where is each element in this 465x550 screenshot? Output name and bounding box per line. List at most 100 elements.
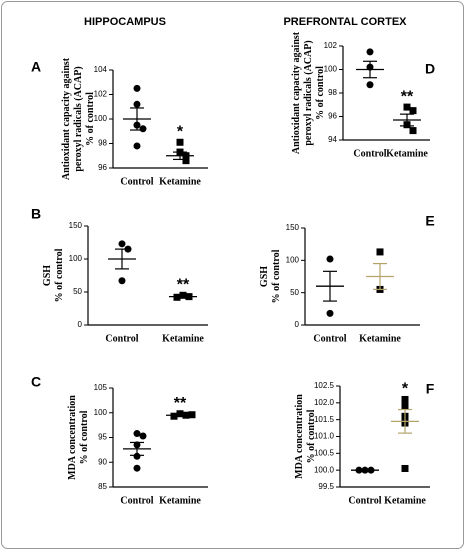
x-tick-label: Ketamine <box>384 495 426 506</box>
data-point <box>376 248 384 256</box>
y-axis-label: Antioxidant capacity againstperoxyl radi… <box>291 31 326 154</box>
x-tick-label: Control <box>120 176 153 187</box>
panel-label: E <box>425 213 434 229</box>
x-tick-label: Ketamine <box>386 148 428 159</box>
significance: ** <box>177 277 190 294</box>
data-point <box>133 142 141 150</box>
y-axis-label-line: % of control <box>79 410 90 464</box>
y-axis-label-line: Antioxidant capacity against <box>291 31 302 154</box>
significance: * <box>177 123 184 140</box>
x-tick-label: Ketamine <box>359 333 401 344</box>
x-tick-label: Ketamine <box>159 495 201 506</box>
y-tick-label: 95 <box>98 433 107 442</box>
y-axis-label: MDA concentration% of control <box>67 395 90 480</box>
y-tick-label: 100 <box>69 254 83 263</box>
significance: ** <box>174 395 187 412</box>
panel-label: A <box>31 59 41 75</box>
data-point <box>366 48 374 56</box>
data-point <box>133 100 141 108</box>
y-tick-label: 102 <box>94 90 108 99</box>
panel-label: F <box>426 381 435 397</box>
panel-label: C <box>31 374 41 390</box>
y-tick-label: 100 <box>286 255 300 264</box>
y-axis-label-line: % of control <box>315 66 326 120</box>
y-axis-label: MDA concentration% of control <box>294 394 317 479</box>
column-title: PREFRONTAL CORTEX <box>283 16 407 28</box>
y-axis-label-line: MDA concentration <box>294 394 305 479</box>
y-tick-label: 98 <box>328 88 337 97</box>
data-point <box>139 125 147 133</box>
y-tick-label: 50 <box>73 287 82 296</box>
y-axis-label-line: MDA concentration <box>67 395 78 480</box>
y-tick-label: 0 <box>78 320 83 329</box>
data-point <box>401 464 409 472</box>
data-point <box>326 309 334 317</box>
y-tick-label: 100.0 <box>314 465 335 474</box>
x-tick-label: Control <box>348 495 381 506</box>
y-tick-label: 90 <box>98 457 107 466</box>
y-tick-label: 98 <box>98 139 107 148</box>
y-axis-label-line: % of control <box>54 248 65 302</box>
x-tick-label: Control <box>120 495 153 506</box>
x-tick-label: Control <box>105 333 138 344</box>
y-tick-label: 102 <box>324 41 338 50</box>
data-point <box>133 452 141 460</box>
y-tick-label: 101.5 <box>314 415 335 424</box>
data-point <box>139 432 147 440</box>
data-point <box>118 240 126 248</box>
data-point <box>401 395 409 403</box>
panel-label: D <box>425 61 435 77</box>
y-tick-label: 102.5 <box>314 381 335 390</box>
significance: ** <box>401 88 414 105</box>
y-tick-label: 0 <box>295 320 300 329</box>
y-tick-label: 100 <box>324 65 338 74</box>
y-axis-label: GSH% of control <box>42 248 65 302</box>
data-point <box>176 138 184 146</box>
y-tick-label: 100.5 <box>314 448 335 457</box>
data-point <box>133 464 141 472</box>
data-point <box>409 107 417 115</box>
y-axis-label-line: Antioxidant capacity against <box>61 57 72 180</box>
data-point <box>326 255 334 263</box>
y-tick-label: 105 <box>94 383 108 392</box>
data-point <box>182 157 190 165</box>
data-point <box>173 293 181 301</box>
y-axis-label-line: % of control <box>85 92 96 146</box>
y-tick-label: 101.0 <box>314 432 335 441</box>
data-point <box>403 103 411 111</box>
y-tick-label: 50 <box>290 288 299 297</box>
data-point <box>133 84 141 92</box>
y-tick-label: 104 <box>94 65 108 74</box>
x-tick-label: Control <box>353 148 386 159</box>
y-tick-label: 150 <box>69 221 83 230</box>
y-tick-label: 99.5 <box>318 482 334 491</box>
y-tick-label: 94 <box>328 135 337 144</box>
y-axis-label: GSH% of control <box>259 249 282 303</box>
y-tick-label: 150 <box>286 223 300 232</box>
y-tick-label: 96 <box>328 112 337 121</box>
data-point <box>366 81 374 89</box>
y-tick-label: 85 <box>98 482 107 491</box>
x-tick-label: Ketamine <box>162 333 204 344</box>
column-title: HIPPOCAMPUS <box>84 16 166 28</box>
data-point <box>409 127 417 135</box>
y-axis-label-line: peroxyl radicals (ACAP) <box>303 40 314 145</box>
data-point <box>133 430 141 438</box>
y-axis-label: Antioxidant capacity againstperoxyl radi… <box>61 57 96 180</box>
y-tick-label: 100 <box>94 408 108 417</box>
y-tick-label: 100 <box>94 114 108 123</box>
y-axis-label-line: GSH <box>259 266 270 287</box>
y-tick-label: 102.0 <box>314 398 335 407</box>
significance: * <box>402 381 409 398</box>
data-point <box>401 402 409 410</box>
data-point <box>118 277 126 285</box>
panel-label: B <box>31 206 41 222</box>
y-axis-label-line: % of control <box>271 249 282 303</box>
y-axis-label-line: GSH <box>42 265 53 286</box>
y-tick-label: 96 <box>98 163 107 172</box>
x-tick-label: Ketamine <box>159 176 201 187</box>
x-tick-label: Control <box>313 333 346 344</box>
y-axis-label-line: % of control <box>306 409 317 463</box>
